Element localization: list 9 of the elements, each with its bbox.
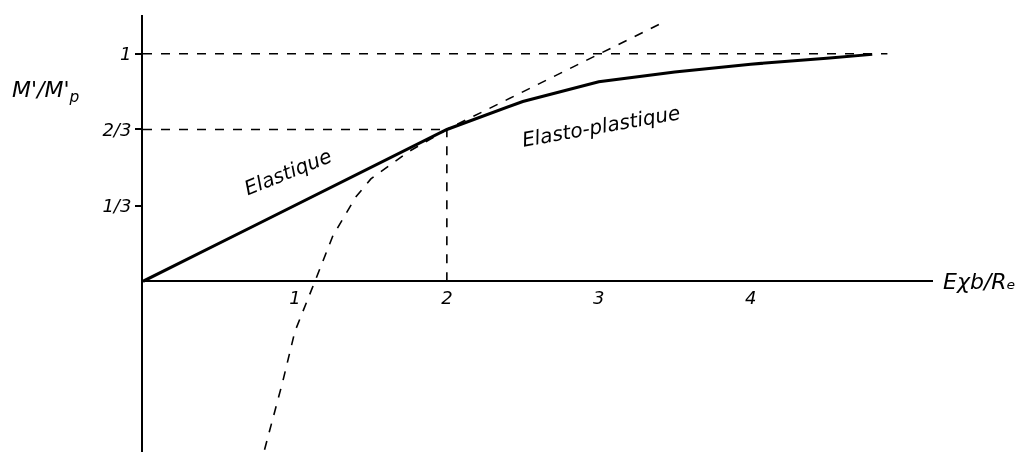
x-axis-title: Eχb/Rₑ <box>943 269 1016 294</box>
y-tick-label: 1/3 <box>102 194 132 216</box>
x-tick-label: 2 <box>441 286 453 308</box>
y-tick-label: 1 <box>119 42 132 64</box>
x-tick-label: 1 <box>289 286 301 308</box>
y-tick-label: 2/3 <box>102 118 132 140</box>
x-tick-label: 4 <box>744 286 757 308</box>
x-tick-label: 3 <box>593 286 605 308</box>
y-axis-title: M'/M'$_{p}$ <box>12 77 80 106</box>
